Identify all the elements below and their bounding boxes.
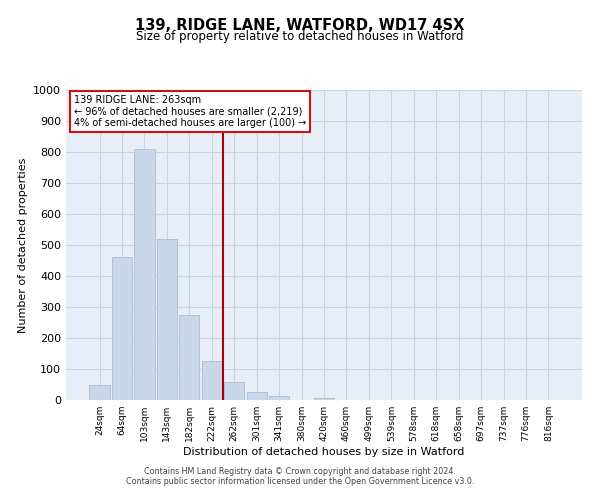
Bar: [314, 398, 334, 400]
Bar: [202, 361, 222, 400]
X-axis label: Distribution of detached houses by size in Watford: Distribution of detached houses by size …: [184, 447, 464, 457]
Y-axis label: Number of detached properties: Number of detached properties: [17, 158, 28, 332]
Text: 139, RIDGE LANE, WATFORD, WD17 4SX: 139, RIDGE LANE, WATFORD, WD17 4SX: [136, 18, 464, 32]
Bar: [112, 258, 132, 400]
Bar: [89, 386, 110, 400]
Text: Contains public sector information licensed under the Open Government Licence v3: Contains public sector information licen…: [126, 477, 474, 486]
Bar: [179, 315, 199, 400]
Bar: [224, 382, 244, 400]
Bar: [247, 392, 267, 400]
Text: Contains HM Land Registry data © Crown copyright and database right 2024.: Contains HM Land Registry data © Crown c…: [144, 467, 456, 476]
Text: 139 RIDGE LANE: 263sqm
← 96% of detached houses are smaller (2,219)
4% of semi-d: 139 RIDGE LANE: 263sqm ← 96% of detached…: [74, 94, 306, 128]
Bar: [134, 149, 155, 400]
Text: Size of property relative to detached houses in Watford: Size of property relative to detached ho…: [136, 30, 464, 43]
Bar: [157, 239, 177, 400]
Bar: [269, 396, 289, 400]
